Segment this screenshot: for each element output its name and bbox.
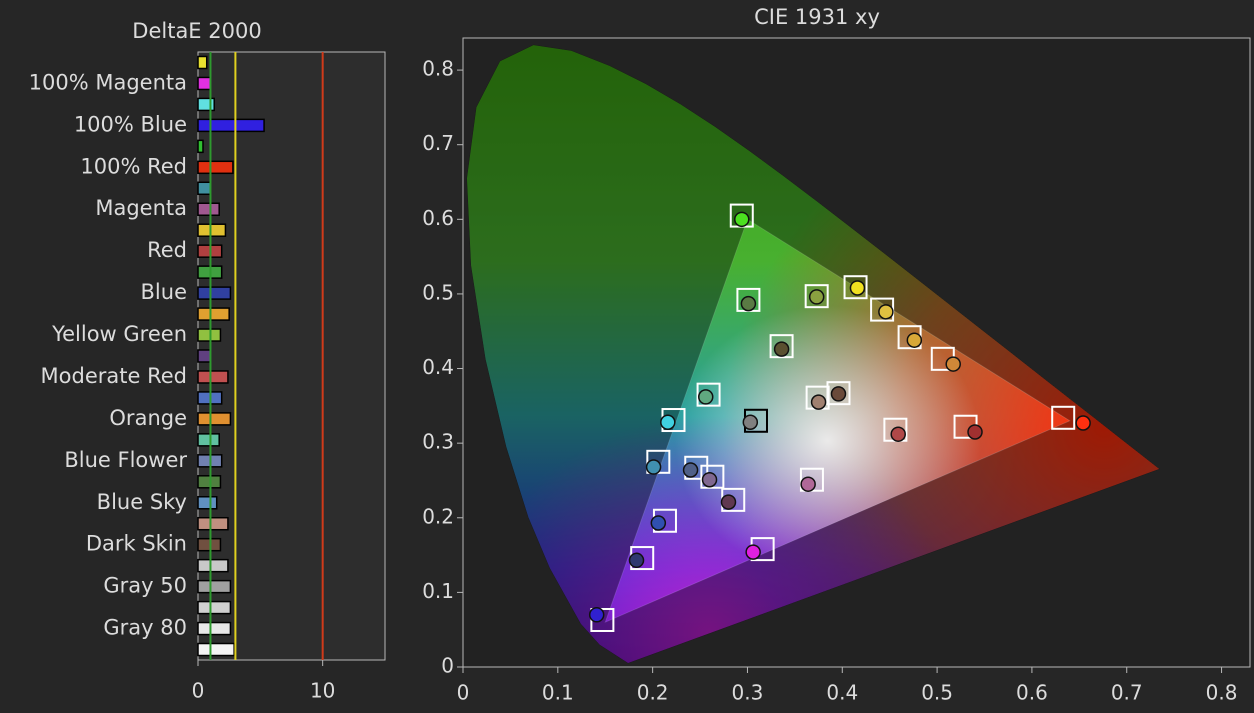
y-tick-label: Moderate Red — [41, 364, 187, 388]
bar — [197, 516, 229, 531]
x-tick-label: 0 — [192, 679, 205, 703]
bar — [197, 181, 212, 196]
y-tick-label: 0 — [441, 654, 454, 678]
y-tick-label: 100% Magenta — [29, 70, 187, 94]
bar — [197, 55, 208, 70]
bar — [197, 433, 220, 447]
bar — [197, 496, 218, 510]
measured-marker — [697, 389, 714, 405]
y-tick-label: Blue — [141, 280, 187, 304]
y-tick-label: Blue Flower — [64, 448, 187, 472]
spectral-locus — [466, 44, 1161, 664]
gamut-triangle — [604, 218, 1071, 624]
y-tick-label: 0.7 — [422, 131, 454, 155]
x-tick-label: 0.2 — [637, 681, 669, 705]
x-tick-label: 0.4 — [826, 681, 858, 705]
x-tick-label: 0.1 — [542, 681, 574, 705]
plot-area — [197, 51, 386, 661]
measured-marker — [890, 426, 906, 442]
measured-marker — [645, 459, 662, 475]
y-tick-label: 100% Red — [80, 154, 187, 178]
bar — [197, 349, 212, 363]
chart-title: CIE 1931 xy — [754, 5, 880, 29]
bar — [197, 642, 235, 657]
measured-marker — [745, 544, 761, 560]
y-tick-label: 0.8 — [422, 57, 454, 81]
measured-marker — [628, 552, 645, 569]
bar — [197, 328, 222, 342]
target-marker — [696, 382, 721, 407]
y-tick-label: Blue Sky — [97, 490, 187, 514]
x-tick-label: 0 — [457, 681, 470, 705]
measured-marker — [810, 394, 827, 410]
measured-marker — [742, 414, 759, 431]
bar — [197, 370, 229, 384]
y-tick-label: 100% Blue — [74, 112, 187, 136]
y-tick-label: 0.2 — [422, 504, 454, 528]
bar — [197, 97, 215, 112]
target-marker — [700, 464, 725, 489]
y-tick-label: Orange — [109, 406, 187, 430]
bar — [197, 412, 232, 426]
measured-marker — [660, 414, 676, 431]
bar — [197, 76, 212, 91]
y-tick-label: Gray 50 — [103, 574, 187, 598]
x-tick-label: 0.8 — [1206, 681, 1238, 705]
y-tick-label: 0.3 — [422, 430, 454, 454]
measured-marker — [734, 211, 750, 228]
bar — [197, 160, 234, 175]
y-tick-label: Gray 80 — [103, 616, 187, 640]
bar — [197, 475, 222, 489]
x-tick-label: 0.7 — [1111, 681, 1143, 705]
measured-marker — [720, 494, 737, 510]
target-marker — [843, 275, 868, 300]
y-tick-label: 0.5 — [422, 280, 454, 304]
measured-marker — [1075, 415, 1091, 431]
bar — [197, 537, 222, 552]
y-tick-label: Red — [147, 238, 187, 262]
y-tick-label: 0.1 — [422, 579, 454, 603]
target-marker — [826, 381, 851, 406]
x-tick-label: 0.6 — [1016, 681, 1048, 705]
measured-marker — [773, 341, 790, 357]
measured-marker — [800, 476, 816, 492]
x-tick-label: 0.3 — [732, 681, 764, 705]
measured-marker — [830, 386, 847, 402]
y-tick-label: 0.6 — [422, 206, 454, 230]
measured-marker — [650, 515, 667, 531]
target-marker — [1051, 405, 1076, 430]
measured-marker — [849, 280, 866, 296]
bar — [197, 286, 232, 300]
bar — [197, 307, 230, 321]
bar — [197, 600, 232, 615]
measured-marker — [906, 332, 923, 348]
bar — [197, 579, 232, 594]
bar — [197, 621, 232, 636]
target-marker — [804, 284, 829, 309]
target-marker — [769, 334, 794, 359]
x-tick-label: 0.5 — [921, 681, 953, 705]
measured-marker — [588, 607, 605, 623]
measured-marker — [682, 462, 699, 478]
y-tick-label: Magenta — [95, 196, 187, 220]
measured-marker — [967, 424, 983, 440]
measured-marker — [701, 471, 718, 488]
bar — [197, 202, 220, 216]
bar — [197, 118, 265, 133]
measured-marker — [740, 295, 757, 312]
measured-marker — [945, 356, 961, 372]
y-tick-label: Dark Skin — [86, 532, 187, 556]
chart-title: DeltaE 2000 — [132, 19, 261, 43]
bar — [197, 223, 227, 237]
measured-marker — [878, 304, 894, 320]
bar — [197, 558, 229, 573]
bar — [197, 139, 204, 154]
x-tick-label: 10 — [310, 679, 335, 703]
y-tick-label: Yellow Green — [51, 322, 187, 346]
y-tick-label: 0.4 — [422, 355, 454, 379]
measured-marker — [808, 289, 825, 305]
